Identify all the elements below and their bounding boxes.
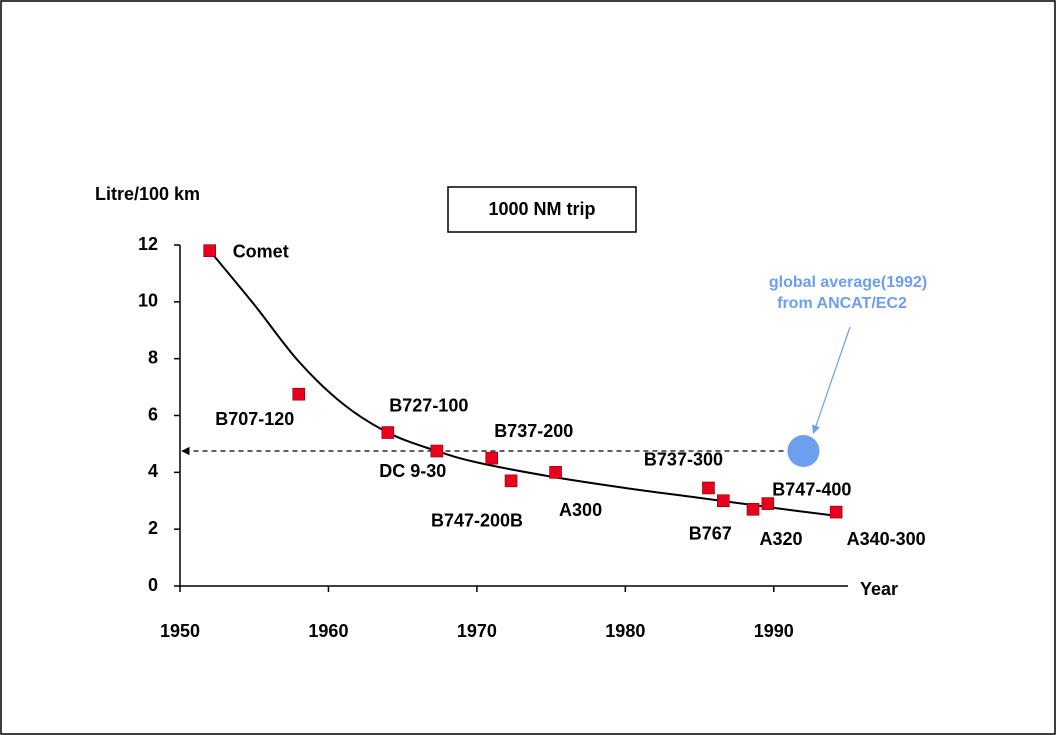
box-label: 1000 NM trip xyxy=(488,199,595,219)
y-tick-label: 4 xyxy=(148,461,158,481)
point-label: A320 xyxy=(759,529,802,549)
y-tick-label: 8 xyxy=(148,347,158,367)
point-label: B707-120 xyxy=(215,409,294,429)
data-point xyxy=(504,474,518,488)
point-label: DC 9-30 xyxy=(379,461,446,481)
point-label: B737-300 xyxy=(644,450,723,470)
reference-arrow xyxy=(811,326,851,434)
reference-point xyxy=(787,435,820,468)
point-label: A300 xyxy=(559,500,602,520)
x-axis-label: Year xyxy=(860,579,898,599)
y-axis-label: Litre/100 km xyxy=(95,184,200,204)
x-tick-label: 1970 xyxy=(457,621,497,641)
data-point xyxy=(485,451,499,465)
point-label: Comet xyxy=(233,241,289,261)
point-label: A340-300 xyxy=(847,529,926,549)
data-point xyxy=(292,387,306,401)
point-label: B737-200 xyxy=(494,421,573,441)
y-tick-label: 12 xyxy=(138,234,158,254)
point-label: B767 xyxy=(689,524,732,544)
point-label: B747-400 xyxy=(772,479,851,499)
reference-label: from ANCAT/EC2 xyxy=(777,295,907,312)
data-point xyxy=(717,494,730,508)
data-point xyxy=(381,426,395,439)
x-tick-label: 1980 xyxy=(605,621,645,641)
data-point xyxy=(702,481,715,495)
x-tick-label: 1960 xyxy=(308,621,348,641)
trend-line xyxy=(208,250,841,518)
data-point xyxy=(761,497,775,510)
x-tick-label: 1950 xyxy=(160,621,200,641)
y-tick-label: 2 xyxy=(148,518,158,538)
point-label: B747-200B xyxy=(431,511,523,531)
x-tick-label: 1990 xyxy=(754,621,794,641)
data-point xyxy=(829,505,843,519)
data-point xyxy=(203,244,216,257)
data-point xyxy=(430,444,444,458)
reference-label: global average(1992) xyxy=(769,274,927,291)
y-tick-label: 0 xyxy=(148,575,158,595)
data-point xyxy=(549,466,562,479)
label-box xyxy=(447,186,637,233)
point-label: B727-100 xyxy=(389,395,468,415)
y-tick-label: 6 xyxy=(148,404,158,424)
data-point xyxy=(746,502,760,516)
y-tick-label: 10 xyxy=(138,291,158,311)
